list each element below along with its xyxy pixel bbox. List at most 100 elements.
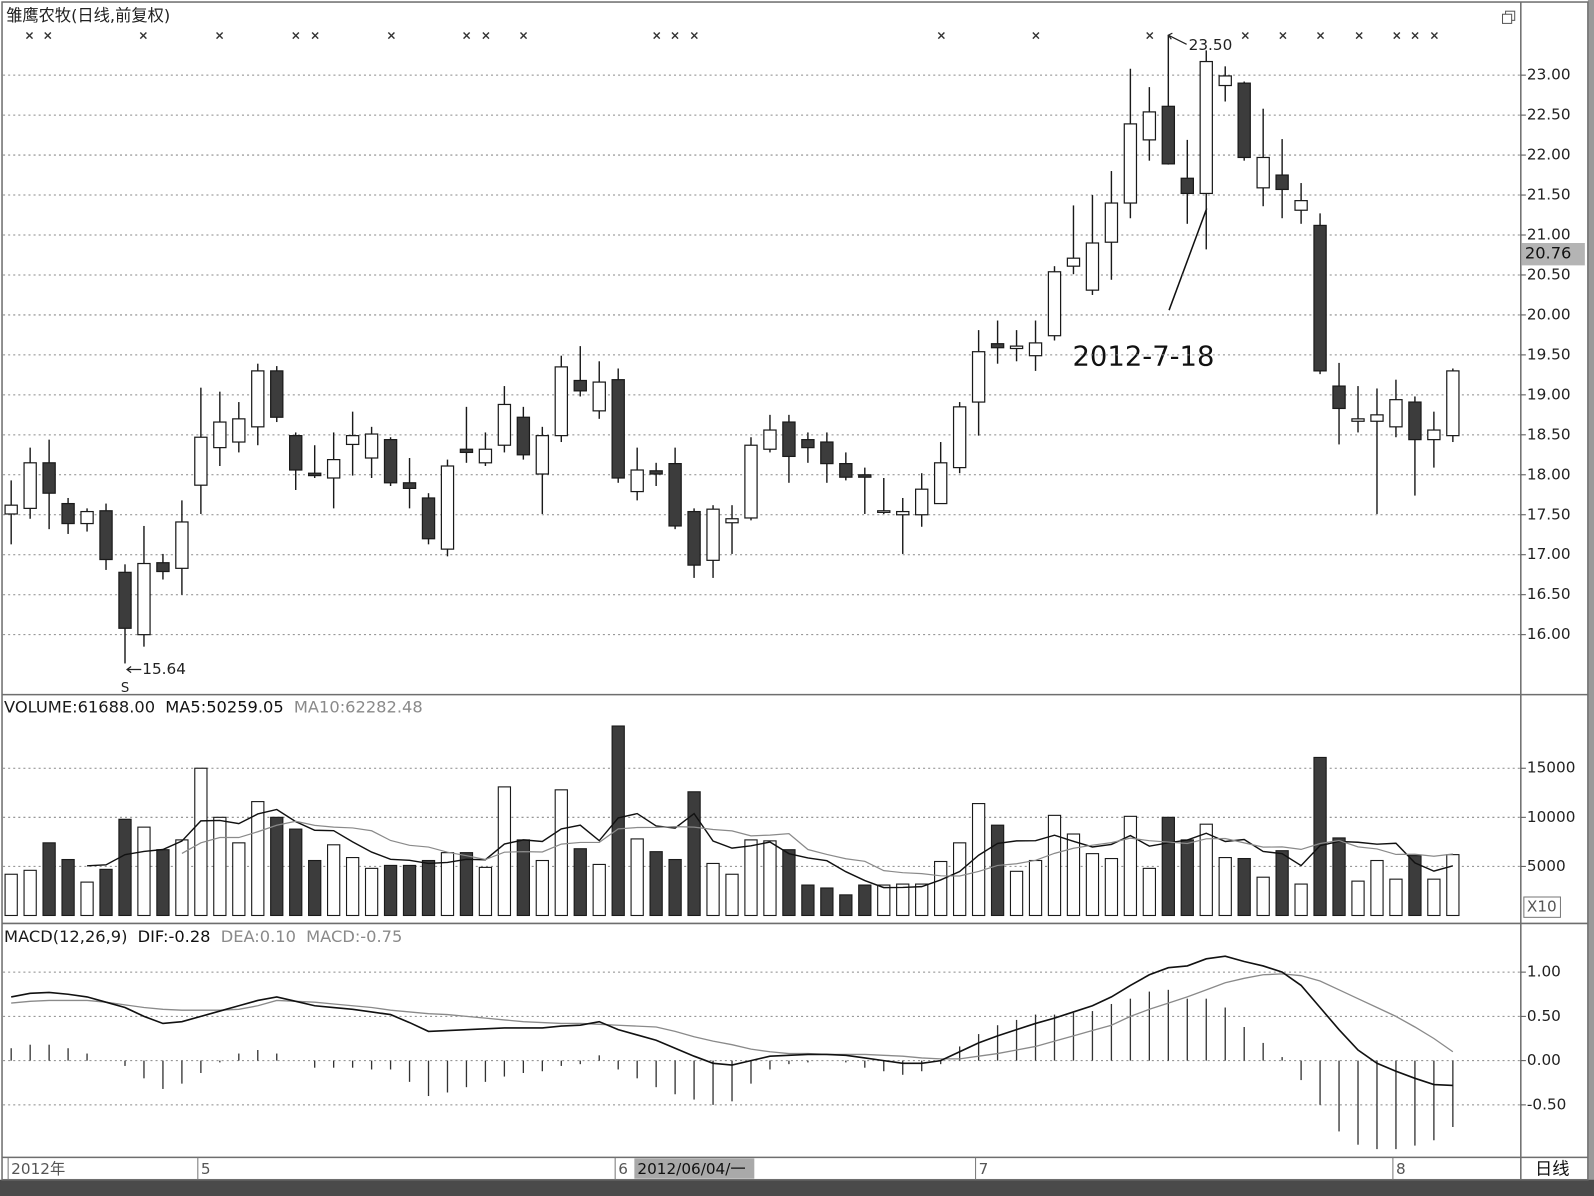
volume-bar [175,839,189,917]
candle-body [1123,123,1138,204]
volume-bar [1237,857,1251,917]
volume-bar [213,816,227,917]
status-strip [0,1179,1594,1196]
candle-body [1199,60,1213,195]
volume-bar [1256,876,1270,917]
candle-body [42,462,56,494]
candle-body [1313,224,1327,372]
volume-bar [345,857,360,917]
candle-body [137,562,151,636]
y-tick-label: 21.50 [1527,186,1571,204]
candle-body [213,421,227,449]
candle-body [668,462,682,527]
volume-bar [1275,850,1289,917]
x-tick-label: 5 [201,1160,211,1178]
candle-body [1142,111,1157,141]
signal-mark [1279,32,1287,40]
volume-bar [99,868,113,917]
signal-mark [1393,32,1401,40]
candle-body [194,436,208,486]
candle-body [61,502,75,525]
volume-bar [497,786,512,917]
candle-body [1009,345,1024,350]
legend-entry: MA5:50259.05 [165,697,283,716]
volume-bar [1332,837,1346,917]
dea-line [11,973,1454,1060]
y-tick-label: 1.00 [1527,963,1561,981]
volume-bar [1351,880,1365,917]
signal-mark [44,32,52,40]
candle-body [535,435,550,475]
legend-entry: MA10:62282.48 [294,697,423,716]
volume-bar [459,852,474,917]
y-tick-label: -0.50 [1527,1095,1566,1113]
signal-mark [671,32,679,40]
volume-bar [1142,867,1157,917]
candle-body [573,379,587,392]
volume-bar [1009,870,1024,917]
volume-bar [1180,839,1194,917]
low-marker: S [121,681,129,696]
ma5-line [87,808,1454,889]
volume-bar [421,859,436,917]
volume-bar [1199,823,1213,917]
volume-bar [1028,859,1043,917]
volume-bar [80,881,94,917]
volume-bar [478,866,493,917]
volume-bar [782,849,796,917]
volume-bar [611,725,625,917]
signal-mark [1032,32,1040,40]
volume-bar [1427,878,1441,917]
min-label: 15.64 [142,660,186,678]
volume-bar [1161,816,1175,917]
candle-body [990,343,1005,349]
candle-body [478,448,493,464]
volume-bar [1389,878,1403,917]
candle-body [744,444,758,519]
signal-mark [937,32,945,40]
unit-box [1523,896,1561,918]
candle-body [915,488,929,516]
volume-bar [744,839,758,917]
candle-body [611,379,625,479]
signal-mark [1241,32,1249,40]
dif-line [11,955,1453,1087]
candle-body [421,497,436,540]
volume-bar [687,791,701,917]
restore-icon[interactable] [1501,10,1516,24]
signal-mark [292,32,300,40]
candle-body [99,510,113,561]
volume-bar [592,863,606,917]
x-tick-label: 6 [618,1160,628,1178]
chart-title: 雏鹰农牧(日线,前复权) [6,6,170,25]
candle-body [630,469,644,493]
candle-body [345,435,360,446]
callout-line [1168,208,1208,311]
volume-bar [1047,814,1062,917]
volume-bar [1294,883,1308,917]
ma10-line [181,820,1453,877]
candle-body [1294,200,1308,211]
candle-body [801,439,815,449]
candle-body [270,370,284,418]
candle-body [118,571,132,629]
volume-bar [42,842,56,917]
volume-bar [934,860,948,917]
candle-body [1275,174,1289,191]
candle-body [497,403,512,446]
volume-bar [23,869,37,917]
candle-body [706,508,720,561]
y-tick-label: 16.00 [1527,625,1571,643]
legend-entry: DIF:-0.28 [138,927,211,946]
y-tick-label: 0.50 [1527,1007,1561,1025]
volume-bar [706,862,720,917]
signal-mark [216,32,224,40]
volume-bar [137,826,151,917]
candle-body [1180,177,1194,195]
volume-bar [251,801,265,917]
volume-bar [1066,833,1081,917]
x-tick-label: 8 [1396,1160,1406,1178]
candle-body [1332,385,1346,410]
y-tick-label: 21.00 [1527,226,1571,244]
candle-body [440,465,455,550]
